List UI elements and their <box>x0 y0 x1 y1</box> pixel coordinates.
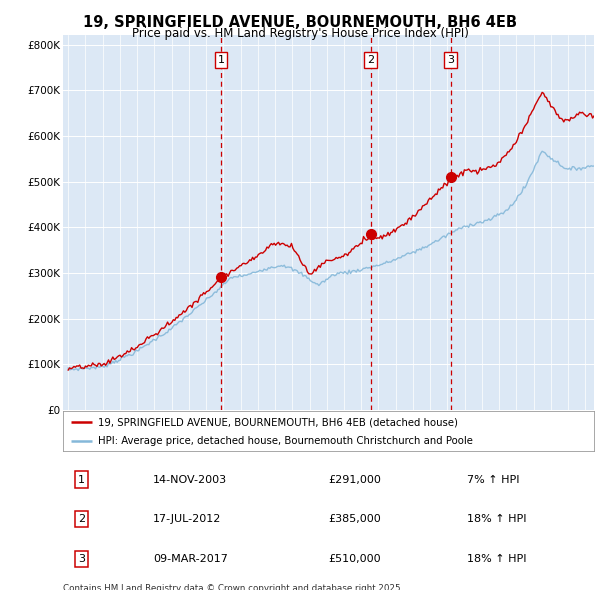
Text: 2: 2 <box>78 514 85 524</box>
Text: £291,000: £291,000 <box>329 474 382 484</box>
Text: HPI: Average price, detached house, Bournemouth Christchurch and Poole: HPI: Average price, detached house, Bour… <box>98 437 472 446</box>
Text: 1: 1 <box>78 474 85 484</box>
Text: 1: 1 <box>218 55 224 65</box>
Text: 19, SPRINGFIELD AVENUE, BOURNEMOUTH, BH6 4EB: 19, SPRINGFIELD AVENUE, BOURNEMOUTH, BH6… <box>83 15 517 30</box>
Text: 18% ↑ HPI: 18% ↑ HPI <box>467 514 526 524</box>
Text: Contains HM Land Registry data © Crown copyright and database right 2025.
This d: Contains HM Land Registry data © Crown c… <box>63 584 403 590</box>
Text: 2: 2 <box>367 55 374 65</box>
Text: 3: 3 <box>447 55 454 65</box>
Text: 17-JUL-2012: 17-JUL-2012 <box>153 514 221 524</box>
Text: £510,000: £510,000 <box>329 554 381 564</box>
Text: 19, SPRINGFIELD AVENUE, BOURNEMOUTH, BH6 4EB (detached house): 19, SPRINGFIELD AVENUE, BOURNEMOUTH, BH6… <box>98 418 458 428</box>
Text: Price paid vs. HM Land Registry's House Price Index (HPI): Price paid vs. HM Land Registry's House … <box>131 27 469 40</box>
Text: £385,000: £385,000 <box>329 514 381 524</box>
Text: 09-MAR-2017: 09-MAR-2017 <box>153 554 228 564</box>
Text: 18% ↑ HPI: 18% ↑ HPI <box>467 554 526 564</box>
Text: 7% ↑ HPI: 7% ↑ HPI <box>467 474 519 484</box>
Text: 3: 3 <box>78 554 85 564</box>
Text: 14-NOV-2003: 14-NOV-2003 <box>153 474 227 484</box>
